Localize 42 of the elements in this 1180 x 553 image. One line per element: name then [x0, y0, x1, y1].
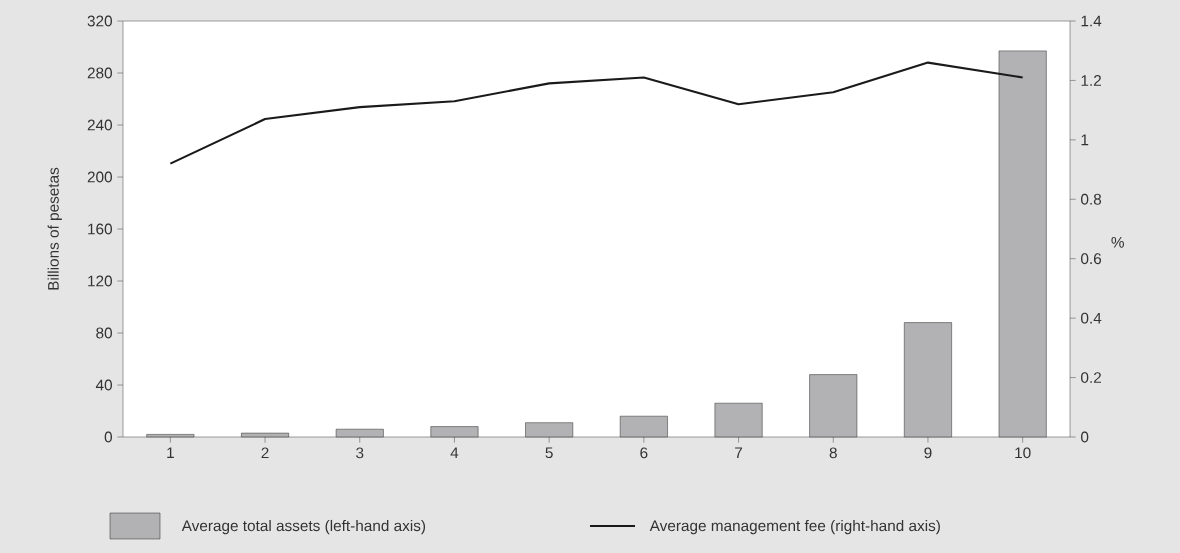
x-tick-label: 6 — [640, 447, 648, 459]
y-tick-label: 160 — [88, 223, 112, 235]
bar — [525, 422, 574, 438]
y-tick-label: 80 — [96, 327, 112, 339]
bar — [430, 426, 479, 438]
y2-tick-label: 0.6 — [1081, 253, 1102, 265]
y-tick-label: 200 — [87, 171, 112, 183]
y2-tick-label: 1 — [1081, 134, 1089, 146]
bar — [998, 50, 1047, 438]
y-tick-label: 40 — [95, 379, 112, 391]
bar — [714, 402, 763, 438]
x-tick-label: 4 — [450, 447, 459, 458]
bar — [146, 434, 195, 438]
y2-tick-label: 1.2 — [1081, 75, 1101, 86]
y-tick-label: 320 — [87, 15, 112, 27]
bar — [335, 428, 384, 438]
y-tick-label: 240 — [87, 119, 112, 131]
y2-tick-label: 1.4 — [1081, 15, 1102, 27]
x-tick-label: 10 — [1015, 447, 1031, 459]
bar — [809, 374, 858, 438]
y2-tick-label: 0 — [1081, 431, 1089, 443]
y-tick-label: 0 — [104, 431, 112, 443]
bar — [904, 322, 952, 438]
legend-label: Average management fee (right-hand axis) — [649, 519, 940, 535]
line-series — [169, 61, 1024, 165]
x-tick-label: 2 — [261, 447, 269, 459]
x-tick-label: 5 — [545, 447, 553, 459]
y2-axis-title: % — [1111, 236, 1124, 248]
x-tick-label: 1 — [167, 447, 174, 458]
bar — [241, 432, 289, 438]
bar — [619, 415, 668, 438]
legend-label: Average total assets (left-hand axis) — [181, 519, 426, 535]
x-tick-label: 7 — [735, 447, 743, 458]
y-tick-label: 280 — [87, 67, 112, 79]
y2-tick-label: 0.2 — [1081, 372, 1101, 383]
x-tick-label: 3 — [356, 447, 364, 459]
y-axis-title: Billions of pesetas — [47, 167, 62, 290]
y2-tick-label: 0.8 — [1081, 193, 1102, 205]
x-tick-label: 9 — [924, 447, 932, 459]
y-tick-label: 120 — [88, 275, 112, 287]
x-tick-label: 8 — [829, 447, 837, 459]
y2-tick-label: 0.4 — [1081, 312, 1102, 324]
